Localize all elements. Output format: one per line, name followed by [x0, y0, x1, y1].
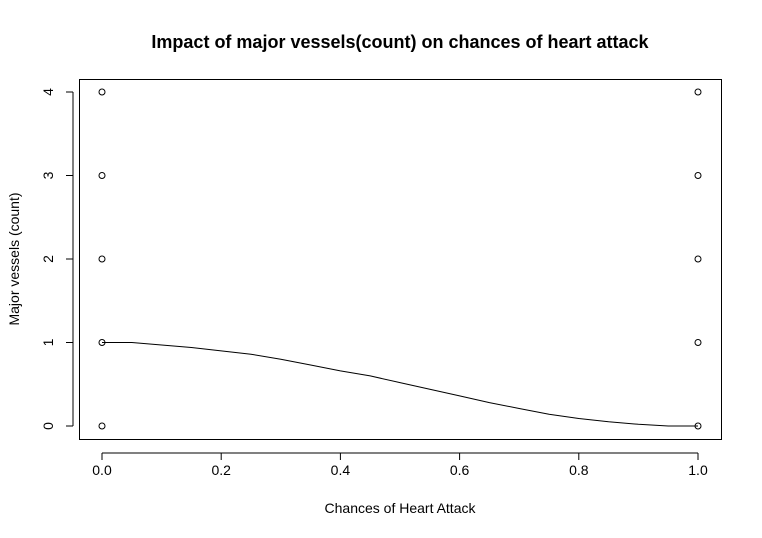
y-tick-label: 0 — [40, 422, 56, 430]
x-axis: 0.0 0.2 0.4 0.6 0.8 1.0 — [92, 452, 708, 478]
y-tick-label: 1 — [40, 338, 56, 346]
y-axis-label: Major vessels (count) — [6, 192, 22, 325]
data-point — [694, 422, 702, 430]
x-tick-label: 0.8 — [569, 462, 589, 478]
data-point — [98, 172, 106, 179]
y-axis: 0 1 2 3 4 — [40, 88, 74, 430]
data-point — [694, 172, 702, 179]
data-point — [98, 255, 106, 263]
data-points — [98, 88, 702, 430]
plot-frame — [79, 79, 722, 440]
data-point — [98, 339, 106, 346]
data-point — [694, 255, 702, 263]
data-point — [98, 422, 106, 430]
y-tick-label: 2 — [40, 255, 56, 263]
data-point — [694, 339, 702, 346]
y-tick-label: 3 — [40, 171, 56, 179]
x-tick-label: 0.6 — [450, 462, 470, 478]
data-point — [694, 88, 702, 96]
smoothed-trend-line — [102, 342, 698, 427]
x-tick-label: 0.0 — [92, 462, 112, 478]
x-axis-label: Chances of Heart Attack — [325, 500, 477, 516]
x-tick-label: 0.4 — [331, 462, 351, 478]
y-tick-label: 4 — [40, 88, 56, 96]
data-point — [98, 88, 106, 96]
x-tick-label: 1.0 — [688, 462, 708, 478]
x-tick-label: 0.2 — [211, 462, 231, 478]
chart-title: Impact of major vessels(count) on chance… — [151, 32, 649, 52]
